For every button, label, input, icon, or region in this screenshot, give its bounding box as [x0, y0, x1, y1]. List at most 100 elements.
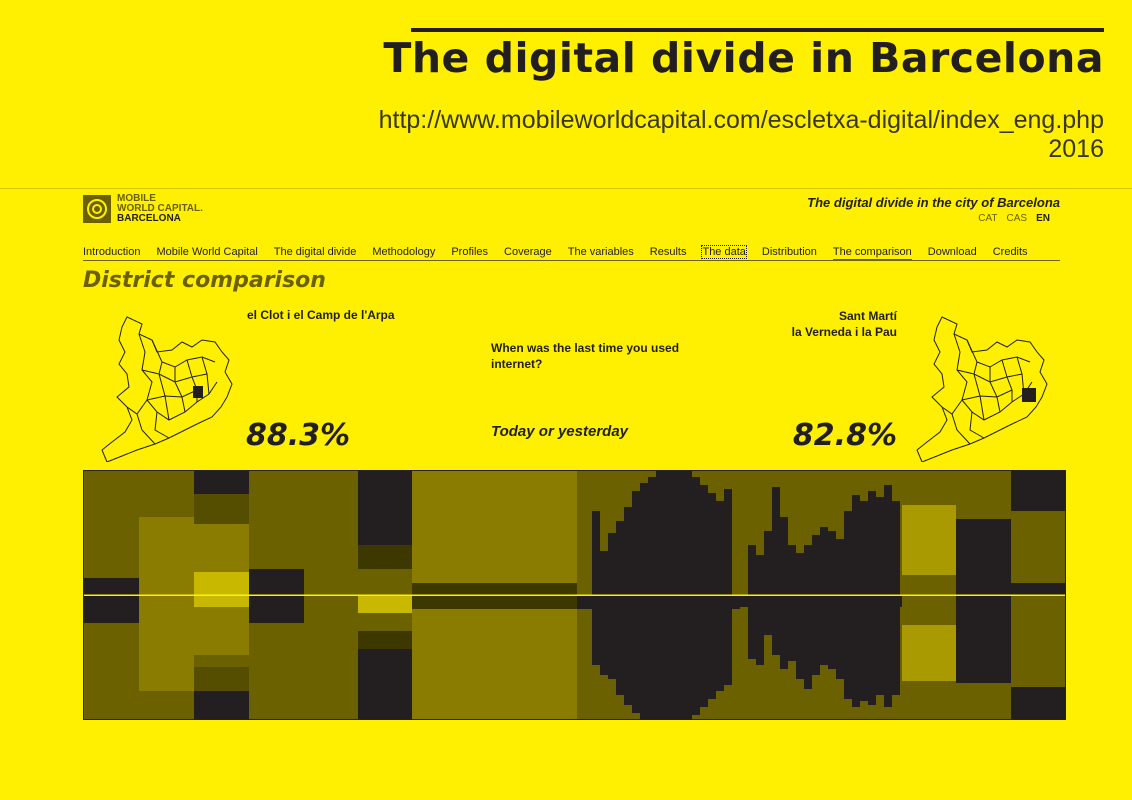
right-district-line: la Verneda i la Pau: [791, 325, 897, 339]
nav-credits[interactable]: Credits: [992, 246, 1028, 258]
viz-block: [860, 501, 868, 595]
viz-block: [820, 595, 828, 665]
viz-block: [860, 595, 868, 701]
viz-block: [716, 501, 724, 595]
lang-cas[interactable]: CAS: [1006, 213, 1028, 224]
viz-block: [868, 595, 876, 705]
viz-block: [139, 595, 194, 691]
viz-block: [756, 595, 764, 665]
viz-block: [624, 595, 632, 705]
viz-block: [194, 691, 249, 719]
slide-url: http://www.mobileworldcapital.com/esclet…: [378, 106, 1104, 134]
viz-block: [764, 531, 772, 595]
viz-block: [796, 553, 804, 595]
viz-block: [194, 667, 249, 691]
viz-block: [956, 519, 1011, 595]
slide-year: 2016: [1048, 135, 1104, 163]
barcelona-map-icon: [912, 312, 1052, 466]
nav-mobile-world-capital[interactable]: Mobile World Capital: [156, 246, 258, 258]
logo-line: WORLD CAPITAL.: [117, 203, 203, 214]
viz-block: [836, 595, 844, 679]
viz-block: [600, 595, 608, 675]
viz-block: [828, 595, 836, 669]
viz-block: [194, 471, 249, 494]
lang-en[interactable]: EN: [1036, 213, 1050, 224]
viz-block: [852, 495, 860, 595]
viz-block: [1011, 583, 1065, 595]
nav-introduction[interactable]: Introduction: [83, 246, 141, 258]
viz-block: [780, 595, 788, 669]
viz-block: [812, 535, 820, 595]
viz-block: [592, 595, 600, 665]
nav-results[interactable]: Results: [649, 246, 687, 258]
viz-block: [648, 477, 656, 595]
nav-variables[interactable]: The variables: [567, 246, 634, 258]
viz-block: [358, 595, 412, 613]
language-switcher: CAT CAS EN: [978, 213, 1050, 224]
viz-block: [616, 595, 624, 695]
viz-block: [700, 485, 708, 595]
viz-block: [358, 545, 412, 569]
nav-coverage[interactable]: Coverage: [504, 246, 552, 258]
viz-block: [194, 572, 249, 595]
viz-block: [844, 595, 852, 699]
nav-distribution[interactable]: Distribution: [761, 246, 817, 258]
viz-block: [836, 539, 844, 595]
nav-methodology[interactable]: Methodology: [372, 246, 436, 258]
viz-block: [640, 595, 692, 719]
viz-block: [84, 578, 139, 595]
logo-line: MOBILE: [117, 193, 156, 204]
nav-digital-divide[interactable]: The digital divide: [273, 246, 357, 258]
viz-block: [608, 533, 616, 595]
viz-block: [692, 477, 700, 595]
comparison-question: When was the last time you used internet…: [491, 341, 680, 371]
viz-block: [1011, 687, 1065, 719]
viz-block: [876, 497, 884, 595]
viz-block: [194, 607, 249, 655]
viz-block: [884, 485, 892, 595]
barcelona-map-icon: [97, 312, 237, 466]
viz-block: [358, 613, 412, 631]
left-district-name: el Clot i el Camp de l'Arpa: [247, 308, 395, 322]
lang-cat[interactable]: CAT: [978, 213, 998, 224]
viz-block: [756, 555, 764, 595]
viz-block: [772, 487, 780, 595]
viz-block: [820, 527, 828, 595]
viz-block: [700, 595, 708, 707]
viz-block: [1011, 471, 1065, 511]
viz-block: [804, 545, 812, 595]
viz-block: [724, 489, 732, 595]
viz-block: [194, 494, 249, 524]
nav-download[interactable]: Download: [927, 246, 977, 258]
viz-block: [892, 595, 900, 695]
viz-block: [892, 501, 900, 595]
nav-data[interactable]: The data: [701, 245, 747, 259]
viz-block: [692, 595, 700, 715]
viz-block: [616, 521, 624, 595]
viz-block: [852, 595, 860, 707]
site-title: The digital divide in the city of Barcel…: [807, 195, 1060, 210]
logo-text: MOBILE WORLD CAPITAL. BARCELONA: [117, 194, 203, 224]
viz-block: [764, 595, 772, 635]
viz-block: [640, 483, 648, 595]
viz-block: [748, 545, 756, 595]
nav-comparison[interactable]: The comparison: [832, 246, 912, 261]
viz-block: [788, 595, 796, 661]
viz-block: [876, 595, 884, 695]
viz-block: [358, 649, 412, 719]
viz-block: [84, 595, 139, 623]
viz-block: [788, 545, 796, 595]
viz-block: [194, 595, 249, 607]
comparison-bars: [84, 471, 1065, 719]
logo[interactable]: MOBILE WORLD CAPITAL. BARCELONA: [83, 194, 203, 224]
viz-block: [902, 625, 956, 681]
right-district-line: Sant Martí: [838, 309, 897, 323]
viz-block: [708, 595, 716, 699]
viz-block: [724, 595, 732, 685]
nav-profiles[interactable]: Profiles: [451, 246, 489, 258]
viz-block: [412, 595, 577, 609]
comparison-visualization[interactable]: [83, 470, 1066, 720]
viz-block: [804, 595, 812, 689]
viz-block: [708, 493, 716, 595]
viz-block: [592, 511, 600, 595]
